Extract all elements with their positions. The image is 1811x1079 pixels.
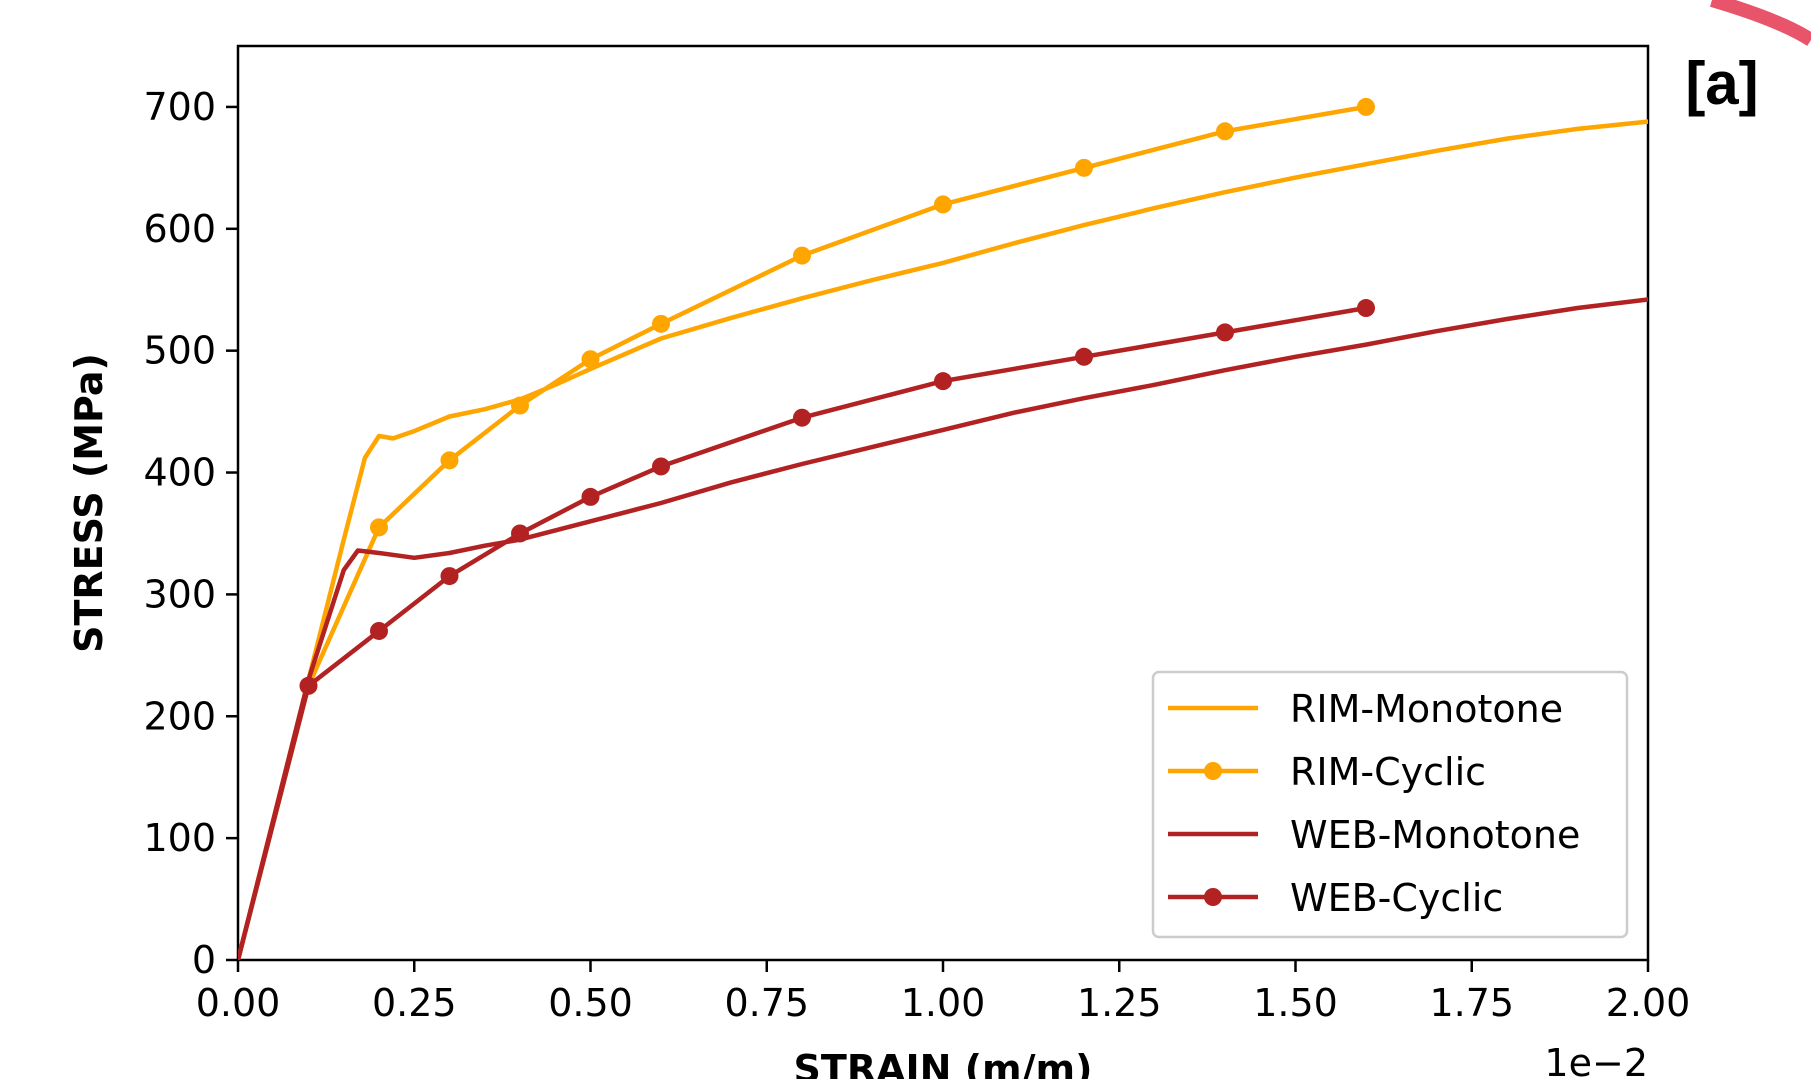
legend-label: WEB-Cyclic bbox=[1290, 876, 1503, 920]
x-tick-label: 2.00 bbox=[1606, 981, 1691, 1025]
x-tick-label: 1.75 bbox=[1429, 981, 1514, 1025]
legend-label: WEB-Monotone bbox=[1290, 813, 1580, 857]
y-tick-label: 0 bbox=[192, 938, 216, 982]
x-tick-label: 0.50 bbox=[548, 981, 633, 1025]
data-point-web-cyclic bbox=[652, 457, 670, 476]
data-point-rim-cyclic bbox=[1075, 158, 1093, 177]
x-tick-label: 1.00 bbox=[901, 981, 986, 1025]
series-line-web-cyclic bbox=[238, 305, 1369, 960]
x-tick-label: 0.25 bbox=[372, 981, 457, 1025]
data-point-rim-cyclic bbox=[370, 518, 388, 537]
data-point-rim-cyclic bbox=[652, 314, 670, 333]
y-tick-label: 300 bbox=[143, 572, 216, 616]
data-point-web-cyclic bbox=[440, 567, 459, 586]
series-line-web-monotone bbox=[238, 297, 1648, 960]
data-point-rim-cyclic bbox=[440, 451, 459, 470]
data-point-web-cyclic bbox=[793, 408, 811, 427]
y-tick-label: 700 bbox=[143, 85, 216, 129]
legend-entry-web-monotone: WEB-Monotone bbox=[1168, 813, 1580, 857]
data-point-rim-cyclic bbox=[1357, 97, 1375, 116]
y-tick-label: 400 bbox=[143, 451, 216, 495]
data-point-rim-cyclic bbox=[1216, 122, 1234, 141]
legend-label: RIM-Monotone bbox=[1290, 687, 1563, 731]
data-point-web-cyclic bbox=[511, 524, 529, 543]
data-point-web-cyclic bbox=[299, 676, 318, 695]
legend-entry-rim-monotone: RIM-Monotone bbox=[1168, 687, 1563, 731]
x-axis: 0.00 0.25 0.50 0.75 1.00 1.25 1.50 1.75 2.00 bbox=[196, 960, 1691, 1025]
legend-marker bbox=[1204, 888, 1222, 906]
y-tick-label: 600 bbox=[143, 207, 216, 251]
legend-label: RIM-Cyclic bbox=[1290, 750, 1486, 794]
x-axis-offset-label: 1e−2 bbox=[1544, 1041, 1648, 1079]
y-axis-label: STRESS (MPa) bbox=[67, 353, 111, 653]
x-tick-label: 1.50 bbox=[1253, 981, 1338, 1025]
data-point-rim-cyclic bbox=[934, 195, 952, 214]
y-tick-label: 500 bbox=[143, 329, 216, 373]
data-point-rim-cyclic bbox=[581, 350, 600, 369]
x-tick-label: 0.75 bbox=[724, 981, 809, 1025]
x-axis-label: STRAIN (m/m) bbox=[794, 1047, 1093, 1079]
x-tick-label: 1.25 bbox=[1077, 981, 1162, 1025]
legend-entry-web-cyclic: WEB-Cyclic bbox=[1168, 876, 1503, 920]
y-tick-label: 200 bbox=[143, 694, 216, 738]
legend-marker bbox=[1204, 762, 1222, 780]
corner-arc-decoration bbox=[1710, 0, 1811, 46]
data-point-web-cyclic bbox=[581, 487, 600, 506]
data-point-web-cyclic bbox=[1216, 323, 1234, 342]
series-layer bbox=[238, 97, 1648, 960]
data-point-web-cyclic bbox=[934, 372, 952, 391]
legend-entry-rim-cyclic: RIM-Cyclic bbox=[1168, 750, 1486, 794]
data-point-web-cyclic bbox=[1075, 347, 1093, 366]
data-point-web-cyclic bbox=[370, 621, 388, 640]
series-line-rim-monotone bbox=[238, 119, 1648, 960]
x-tick-label: 0.00 bbox=[196, 981, 281, 1025]
panel-tag: [a] bbox=[1685, 50, 1758, 117]
legend-frame bbox=[1151, 670, 1629, 939]
y-tick-label: 100 bbox=[143, 816, 216, 860]
data-point-rim-cyclic bbox=[511, 396, 529, 415]
legend: RIM-Monotone RIM-Cyclic WEB-Monotone WEB-Cy… bbox=[1151, 670, 1629, 939]
data-point-web-cyclic bbox=[1357, 299, 1375, 318]
y-axis: 0 100 200 300 400 500 600 700 bbox=[143, 85, 238, 982]
data-point-rim-cyclic bbox=[793, 246, 811, 265]
